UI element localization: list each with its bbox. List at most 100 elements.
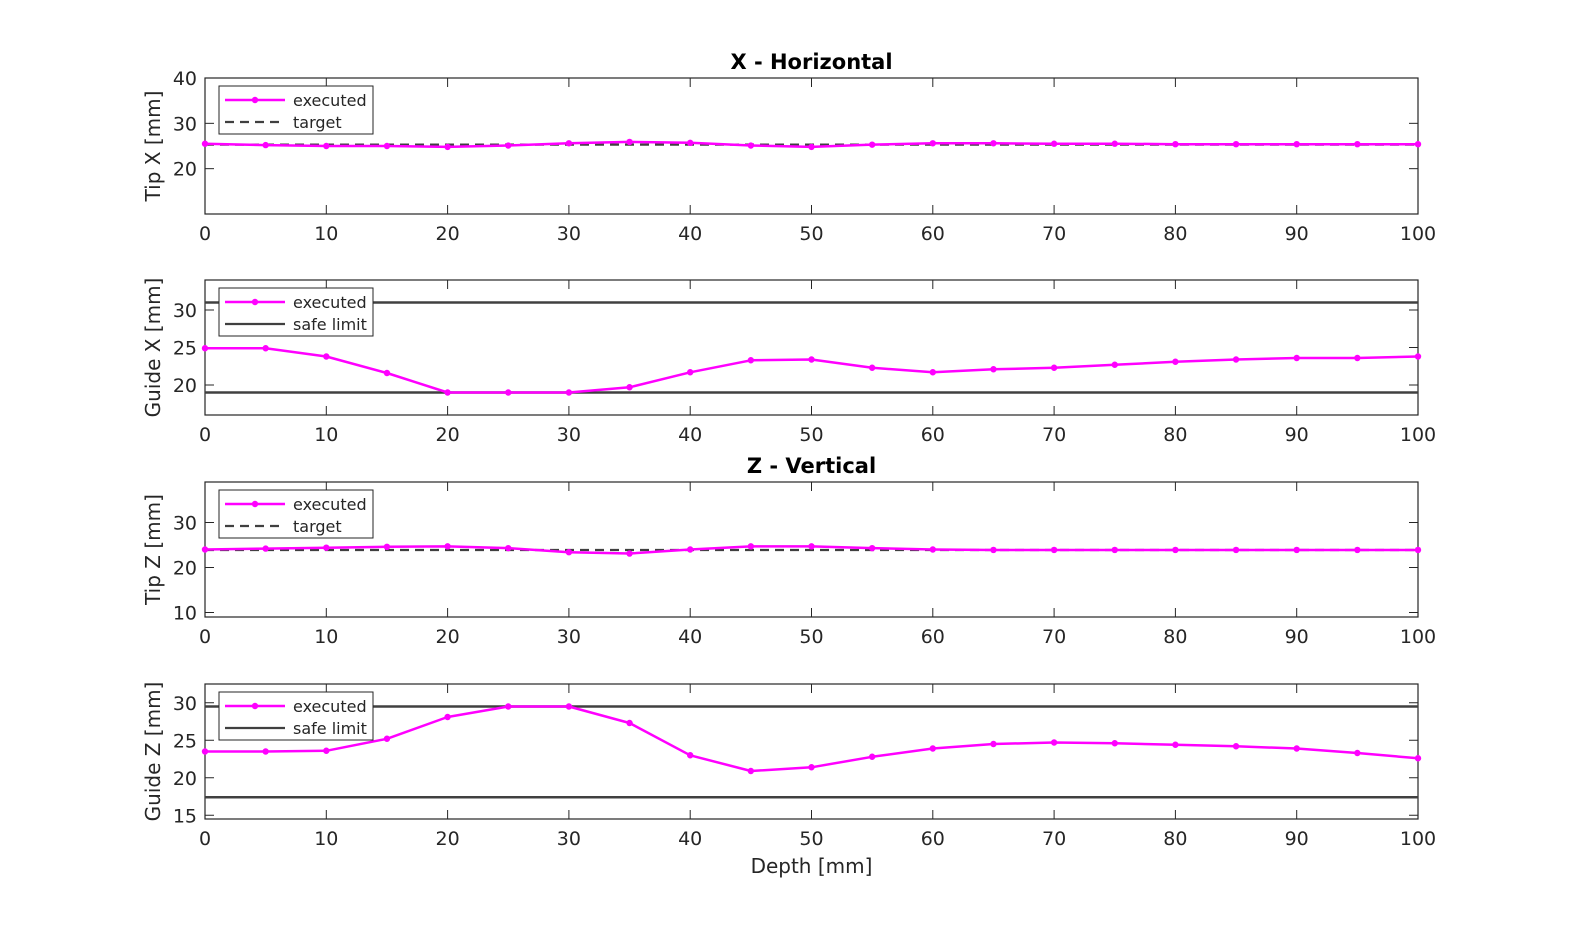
executed-point (444, 144, 450, 150)
executed-point (1294, 745, 1300, 751)
y-axis-label: Tip Z [mm] (141, 494, 165, 606)
executed-point (505, 389, 511, 395)
axes-box (205, 684, 1418, 819)
executed-point (990, 741, 996, 747)
y-tick-label: 30 (173, 300, 197, 322)
executed-point (262, 142, 268, 148)
y-axis-label: Tip X [mm] (141, 91, 165, 203)
executed-point (444, 543, 450, 549)
executed-point (1172, 141, 1178, 147)
executed-point (202, 748, 208, 754)
x-tick-label: 40 (678, 828, 702, 850)
x-tick-label: 100 (1400, 424, 1436, 446)
executed-point (990, 366, 996, 372)
x-tick-label: 30 (557, 626, 581, 648)
executed-point (1354, 355, 1360, 361)
x-tick-label: 100 (1400, 828, 1436, 850)
executed-point (262, 545, 268, 551)
executed-point (930, 546, 936, 552)
x-tick-label: 40 (678, 424, 702, 446)
executed-point (869, 365, 875, 371)
x-tick-label: 0 (199, 626, 211, 648)
x-tick-label: 20 (436, 424, 460, 446)
x-tick-label: 10 (314, 223, 338, 245)
executed-point (444, 389, 450, 395)
x-tick-label: 10 (314, 626, 338, 648)
executed-point (444, 714, 450, 720)
executed-point (202, 141, 208, 147)
executed-point (566, 703, 572, 709)
x-tick-label: 70 (1042, 828, 1066, 850)
x-tick-label: 30 (557, 223, 581, 245)
x-tick-label: 50 (799, 223, 823, 245)
legend-marker (252, 299, 258, 305)
legend: executedsafe limit (219, 288, 373, 336)
x-tick-label: 80 (1163, 626, 1187, 648)
x-tick-label: 80 (1163, 424, 1187, 446)
x-tick-label: 60 (921, 626, 945, 648)
x-tick-label: 100 (1400, 223, 1436, 245)
executed-point (626, 384, 632, 390)
y-tick-label: 25 (173, 730, 197, 752)
executed-point (1354, 750, 1360, 756)
x-tick-label: 60 (921, 424, 945, 446)
y-tick-label: 25 (173, 338, 197, 360)
subplot-4: 0 10 20 30 40 50 60 70 80 90 100 15 20 25 30 Guide Z [m… (141, 682, 1436, 878)
subplot-2: 0 10 20 30 40 50 60 70 80 90 100202530Guide X [mm]… (141, 278, 1436, 446)
y-axis-label: Guide Z [mm] (141, 682, 165, 822)
executed-point (262, 345, 268, 351)
executed-point (384, 544, 390, 550)
x-tick-label: 0 (199, 828, 211, 850)
executed-point (748, 142, 754, 148)
x-tick-label: 70 (1042, 626, 1066, 648)
legend-label-executed: executed (293, 495, 367, 514)
x-tick-label: 90 (1285, 223, 1309, 245)
x-tick-label: 50 (799, 828, 823, 850)
executed-point (384, 736, 390, 742)
executed-point (626, 139, 632, 145)
legend-marker (252, 501, 258, 507)
executed-point (1112, 740, 1118, 746)
y-tick-label: 40 (173, 68, 197, 90)
axes-box (205, 280, 1418, 415)
executed-point (869, 754, 875, 760)
x-tick-label: 80 (1163, 223, 1187, 245)
x-tick-label: 50 (799, 424, 823, 446)
x-tick-label: 50 (799, 626, 823, 648)
legend: executed target (219, 490, 373, 538)
x-tick-label: 80 (1163, 828, 1187, 850)
y-tick-label: 20 (173, 558, 197, 580)
x-tick-label: 70 (1042, 424, 1066, 446)
x-tick-label: 20 (436, 223, 460, 245)
executed-point (1112, 547, 1118, 553)
executed-point (1415, 353, 1421, 359)
y-tick-label: 30 (173, 113, 197, 135)
executed-point (323, 353, 329, 359)
executed-point (748, 357, 754, 363)
executed-point (1294, 355, 1300, 361)
executed-point (1112, 362, 1118, 368)
executed-point (930, 369, 936, 375)
x-tick-label: 30 (557, 424, 581, 446)
executed-point (1051, 141, 1057, 147)
x-tick-label: 70 (1042, 223, 1066, 245)
executed-point (1415, 547, 1421, 553)
executed-point (1354, 141, 1360, 147)
subplot-title: X - Horizontal (730, 50, 892, 74)
executed-point (505, 545, 511, 551)
executed-point (1051, 547, 1057, 553)
y-tick-label: 30 (173, 693, 197, 715)
x-tick-label: 100 (1400, 626, 1436, 648)
executed-point (808, 356, 814, 362)
x-tick-label: 40 (678, 223, 702, 245)
legend: executed target (219, 86, 373, 134)
executed-point (1051, 365, 1057, 371)
x-tick-label: 10 (314, 424, 338, 446)
executed-point (869, 141, 875, 147)
executed-point (1233, 356, 1239, 362)
legend-marker (252, 97, 258, 103)
y-tick-label: 30 (173, 513, 197, 535)
executed-point (1172, 547, 1178, 553)
